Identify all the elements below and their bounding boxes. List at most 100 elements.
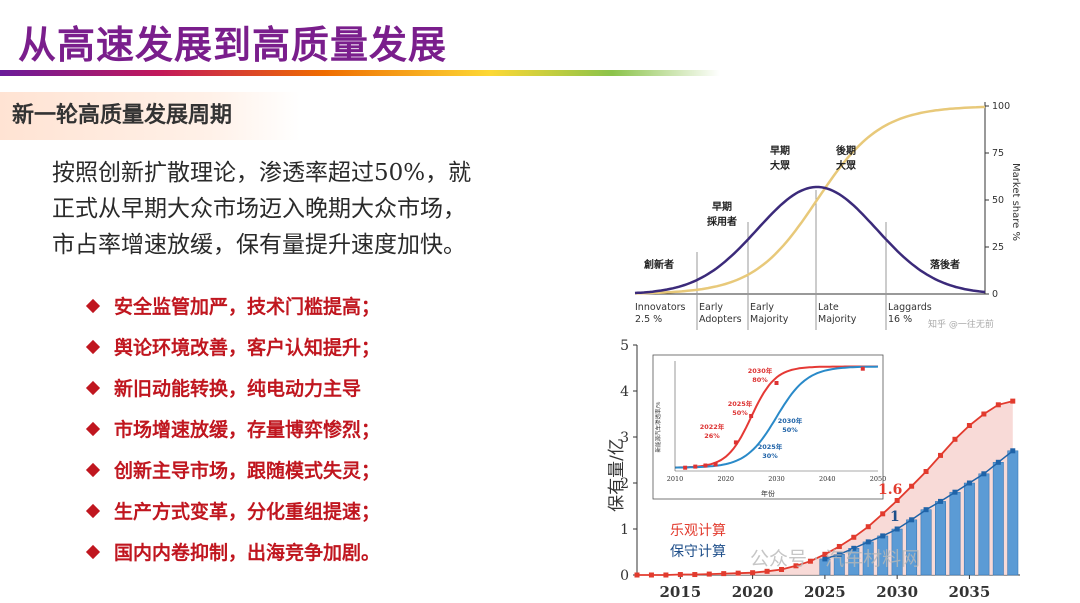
segment-label-en: Laggards 16 %: [888, 302, 932, 325]
optimistic-point: [865, 524, 871, 530]
diamond-bullet-icon: [85, 298, 101, 313]
x-tick-label: 2015: [659, 583, 701, 601]
optimistic-point: [851, 534, 857, 540]
list-item-text: 国内内卷抑制，出海竞争加剧。: [114, 542, 381, 564]
diamond-bullet-icon: [85, 544, 101, 559]
page-title: 从高速发展到高质量发展: [18, 23, 448, 67]
inset-x-tick-label: 2050: [870, 475, 887, 483]
optimistic-point: [952, 436, 958, 442]
conservative-point: [981, 471, 987, 477]
optimistic-point: [822, 551, 828, 557]
conservative-point: [880, 533, 886, 539]
inset-x-tick-label: 2010: [667, 475, 684, 483]
list-item-text: 生产方式变革，分化重组提速；: [114, 501, 381, 523]
optimistic-point: [1010, 398, 1016, 404]
list-item: 生产方式变革，分化重组提速；: [85, 490, 381, 531]
inset-point-red: [749, 414, 754, 418]
list-item: 国内内卷抑制，出海竞争加剧。: [85, 531, 381, 572]
legend-conservative: 保守计算: [670, 544, 726, 560]
segment-label-en: Late Majority: [818, 302, 857, 325]
optimistic-point: [880, 511, 886, 517]
conservative-point: [938, 498, 944, 504]
diamond-bullet-icon: [85, 462, 101, 477]
optimistic-point: [779, 566, 785, 572]
inset-x-tick-label: 2040: [819, 475, 836, 483]
conservative-point: [851, 545, 857, 551]
market-share-curve: [634, 105, 985, 295]
inset-point-red: [860, 366, 865, 371]
optimistic-point: [966, 423, 972, 428]
diamond-bullet-icon: [85, 339, 101, 354]
optimistic-point: [981, 411, 987, 417]
conservative-bar: [978, 473, 990, 576]
inset-y-label: 新能源汽车渗透率/%: [654, 401, 662, 452]
title-underline: [0, 70, 720, 76]
optimistic-point: [677, 572, 683, 578]
conservative-point: [966, 480, 972, 486]
chart-watermark: 公众号 · 汽车材料网: [750, 548, 920, 570]
optimistic-point: [836, 543, 842, 549]
diamond-bullet-icon: [85, 421, 101, 436]
y2-tick-label: 50: [992, 195, 1004, 206]
list-item-text: 安全监管加严，技术门槛提高；: [114, 296, 381, 318]
inset-point-red: [713, 462, 718, 467]
list-item-text: 创新主导市场，跟随模式失灵；: [114, 460, 381, 482]
list-item: 新旧动能转换，纯电动力主导: [85, 367, 380, 408]
inset-x-tick-label: 2030: [768, 475, 785, 483]
list-item-text: 市场增速放缓，存量博弈惨烈；: [114, 419, 381, 441]
inset-x-tick-label: 2020: [717, 475, 734, 483]
y2-tick-label: 0: [992, 289, 998, 300]
conservative-point: [1010, 448, 1016, 454]
paragraph-line: 市占率增速放缓，保有量提升速度加快。: [52, 232, 466, 258]
conservative-point: [995, 459, 1001, 465]
section-subtitle: 新一轮高质量发展周期: [0, 92, 300, 140]
inset-conservative-curve: [674, 365, 879, 469]
segment-label-cn: 後期大眾: [836, 144, 856, 172]
conservative-bar: [949, 491, 961, 576]
y2-tick-label: 100: [992, 101, 1010, 112]
optimistic-point: [692, 572, 698, 578]
inset-point-red: [733, 440, 738, 445]
conservative-point: [822, 556, 828, 562]
conservative-point: [836, 551, 842, 557]
diamond-bullet-icon: [85, 380, 101, 395]
penetration-inset: 2010 2020 2030 2040 2050 年份 新能源汽车渗透率/% 2030年…: [652, 354, 887, 500]
y-tick-label: 0: [620, 568, 629, 584]
segment-label-cn: 落後者: [930, 258, 960, 271]
list-item: 舆论环境改善，客户认知提升；: [85, 326, 381, 367]
optimistic-point: [663, 572, 669, 578]
optimistic-point: [735, 570, 741, 576]
conservative-point: [909, 517, 915, 523]
inset-x-label: 年份: [761, 489, 775, 498]
y-tick-label: 3: [620, 430, 629, 446]
optimistic-point: [721, 571, 727, 577]
optimistic-point: [909, 483, 915, 489]
segment-label-en: Early Majority: [750, 302, 789, 325]
optimistic-point: [634, 572, 640, 578]
inset-optimistic-curve: [675, 365, 878, 469]
list-item: 创新主导市场，跟随模式失灵；: [85, 449, 381, 490]
segment-label-en: Early Adopters: [699, 302, 742, 325]
list-item-text: 舆论环境改善，客户认知提升；: [114, 337, 381, 359]
segment-label-cn: 早期採用者: [707, 200, 737, 228]
y-tick-label: 5: [620, 338, 629, 354]
y-axis-label: 保有量/亿: [607, 438, 627, 512]
paragraph-line: 正式从早期大众市场迈入晚期大众市场，: [52, 196, 466, 222]
x-tick-label: 2020: [732, 583, 774, 601]
inset-tick-group: 2010 2020 2030 2040 2050: [667, 361, 887, 483]
list-item: 市场增速放缓，存量博弈惨烈；: [85, 408, 381, 449]
conservative-bar: [963, 482, 975, 576]
x-tick-label: 2025: [804, 583, 846, 601]
optimistic-point: [995, 402, 1001, 408]
segment-label-en: Innovators 2.5 %: [635, 302, 686, 325]
y2-tick-label: 25: [992, 242, 1004, 253]
conservative-bar: [992, 462, 1004, 576]
conservative-point: [865, 539, 871, 545]
x-tick-label: 2030: [876, 583, 918, 601]
conservative-bar: [935, 501, 946, 576]
list-item: 安全监管加严，技术门槛提高；: [85, 285, 381, 326]
y2-tick-label: 75: [992, 148, 1004, 159]
optimistic-point: [923, 469, 929, 474]
y-tick-label: 1: [620, 522, 629, 538]
